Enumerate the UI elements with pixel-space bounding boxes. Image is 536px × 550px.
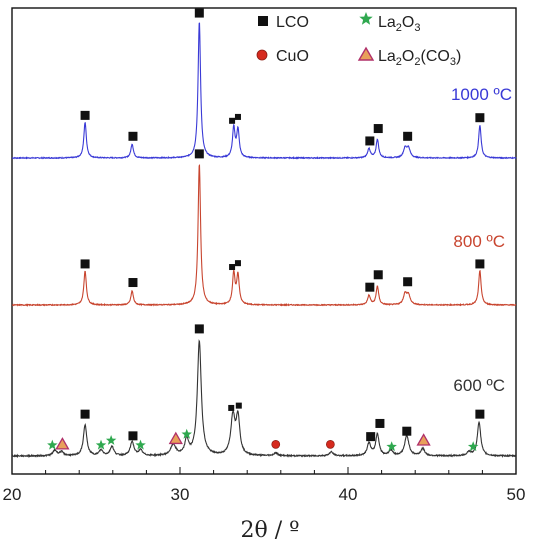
marker-la2o3-600-4 [105, 435, 117, 445]
legend-lco-symbol [258, 16, 268, 26]
marker-lco-800-5 [365, 282, 375, 292]
marker-lco-1000-1 [128, 131, 138, 141]
x-tick-label-20: 20 [3, 485, 22, 504]
marker-lco-800-8 [475, 259, 485, 269]
marker-lco-600-11 [235, 402, 242, 409]
marker-lco-1000-7 [403, 131, 413, 141]
marker-lco-800-0 [80, 259, 90, 269]
xrd-traces [11, 22, 517, 459]
series-label-600: 600 ºC [453, 376, 505, 395]
series-label-1000: 1000 ºC [451, 85, 512, 104]
marker-lco-600-15 [375, 418, 385, 428]
trace-1000 [11, 22, 517, 160]
marker-lco-800-7 [403, 277, 413, 287]
legend-la2o2co3-label: La2O2(CO3) [378, 48, 461, 68]
marker-la2o3-600-3 [95, 439, 107, 450]
marker-la2o3-600-8 [181, 428, 192, 439]
marker-lco-1000-3 [229, 117, 236, 124]
marker-lco-800-1 [128, 278, 138, 288]
x-axis-label: 2θ / º [241, 518, 300, 543]
x-tick-label-30: 30 [171, 485, 190, 504]
marker-lco-1000-2 [194, 8, 204, 18]
marker-la2o2co3-600-1 [55, 437, 70, 450]
marker-lco-1000-5 [365, 136, 375, 146]
marker-lco-800-3 [229, 264, 236, 271]
legend-lco-label: LCO [276, 14, 309, 31]
marker-lco-800-4 [234, 260, 241, 267]
x-axis: 20 30 40 50 [3, 467, 526, 504]
legend-la2o3-label: La2O3 [378, 14, 421, 34]
marker-la2o2co3-600-18 [416, 433, 431, 446]
marker-lco-600-17 [402, 426, 412, 436]
marker-la2o3-600-19 [467, 441, 479, 452]
marker-lco-800-6 [373, 270, 383, 280]
legend-la2o2co3-symbol [357, 46, 375, 61]
marker-lco-600-10 [228, 404, 235, 411]
marker-lco-1000-0 [80, 110, 90, 120]
marker-la2o3-600-6 [135, 439, 146, 450]
legend: LCO La2O3 CuO La2O2(CO3) [256, 12, 461, 68]
marker-lco-600-5 [128, 431, 138, 441]
marker-la2o2co3-600-7 [168, 431, 183, 445]
series-label-800: 800 ºC [453, 232, 505, 251]
marker-lco-600-20 [475, 409, 485, 419]
marker-lco-600-2 [80, 409, 90, 419]
plot-frame [11, 7, 517, 475]
legend-cuo-label: CuO [276, 48, 309, 65]
marker-cuo-600-12 [271, 440, 281, 449]
marker-la2o3-600-16 [386, 441, 397, 452]
marker-la2o3-600-0 [47, 439, 58, 450]
trace-800 [11, 163, 517, 307]
marker-lco-800-2 [194, 149, 204, 159]
x-tick-label-50: 50 [507, 485, 526, 504]
marker-lco-600-9 [194, 324, 204, 334]
phase-markers [47, 8, 485, 452]
marker-lco-1000-6 [373, 124, 383, 134]
marker-lco-1000-4 [234, 113, 241, 120]
trace-600 [11, 339, 517, 459]
marker-lco-600-14 [366, 432, 376, 442]
marker-cuo-600-13 [326, 440, 335, 449]
series-labels: 1000 ºC 800 ºC 600 ºC [451, 85, 512, 395]
legend-la2o3-symbol [359, 12, 373, 25]
legend-cuo-symbol [256, 49, 268, 61]
marker-lco-1000-8 [475, 113, 485, 123]
x-tick-label-40: 40 [339, 485, 358, 504]
